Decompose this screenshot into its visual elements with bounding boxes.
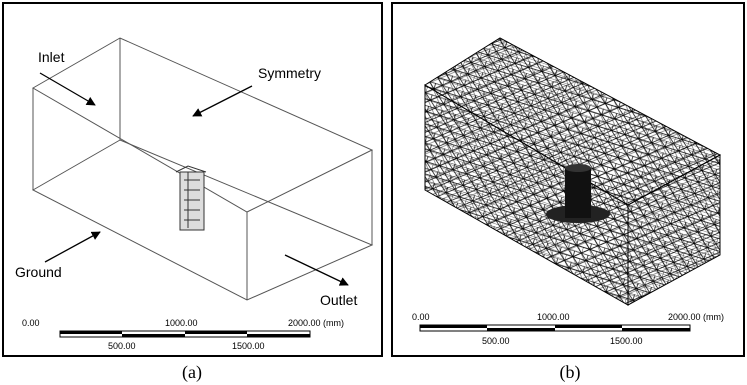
scale-label: 0.00 [412, 312, 430, 322]
label-outlet: Outlet [320, 292, 357, 308]
label-symmetry: Symmetry [258, 65, 321, 81]
scale-bar [60, 331, 310, 337]
panel-a: Inlet Symmetry Ground Outlet 0.00 1000.0… [3, 3, 382, 356]
scale-label: 2000.00 (mm) [668, 312, 724, 322]
scale-label: 500.00 [108, 341, 136, 351]
scale-label: 1500.00 [610, 336, 643, 346]
scale-label: 2000.00 (mm) [288, 318, 344, 328]
caption-a: (a) [182, 362, 202, 383]
label-ground: Ground [15, 264, 62, 280]
figure-svg: Inlet Symmetry Ground Outlet 0.00 1000.0… [0, 0, 747, 385]
panel-b: 0.00 1000.00 2000.00 (mm) 500.00 1500.00 [392, 3, 744, 356]
scale-label: 1500.00 [232, 341, 265, 351]
caption-b: (b) [560, 362, 581, 383]
label-inlet: Inlet [38, 49, 65, 65]
scale-label: 500.00 [482, 336, 510, 346]
scale-label: 1000.00 [165, 318, 198, 328]
building [176, 166, 206, 230]
figure: Inlet Symmetry Ground Outlet 0.00 1000.0… [0, 0, 747, 385]
scale-bar [420, 325, 690, 331]
scale-label: 0.00 [22, 318, 40, 328]
scale-label: 1000.00 [537, 312, 570, 322]
